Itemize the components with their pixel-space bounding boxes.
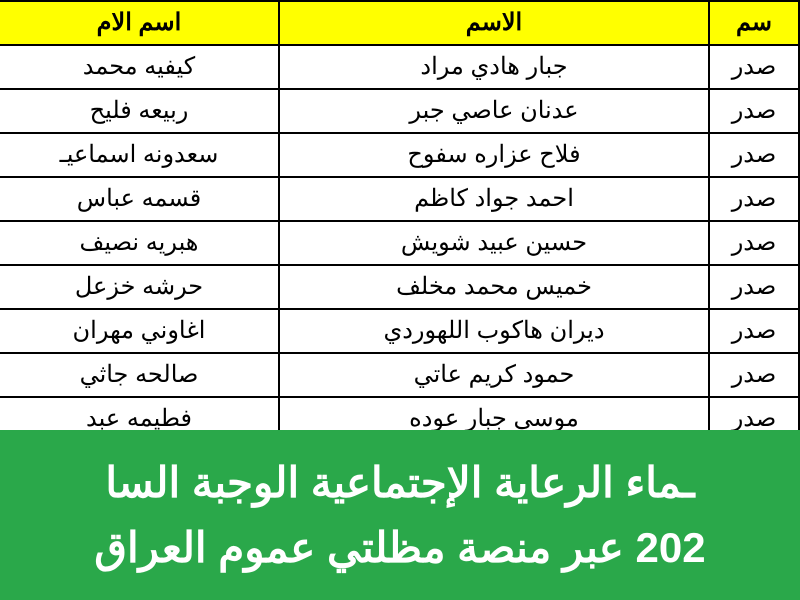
table-row: صدرفلاح عزاره سفوحسعدونه اسماعيـ: [0, 133, 799, 177]
cell-mother: حرشه خزعل: [0, 265, 279, 309]
cell-mother: اغاوني مهران: [0, 309, 279, 353]
cell-district: صدر: [709, 265, 799, 309]
cell-mother: صالحه جاثي: [0, 353, 279, 397]
cell-district: صدر: [709, 221, 799, 265]
headline-banner: ـماء الرعاية الإجتماعية الوجبة السا 202 …: [0, 430, 800, 600]
table-row: صدرجبار هادي مرادكيفيه محمد: [0, 45, 799, 89]
cell-name: حسين عبيد شويش: [279, 221, 709, 265]
cell-district: صدر: [709, 309, 799, 353]
col-mother: اسم الام: [0, 1, 279, 45]
cell-district: صدر: [709, 89, 799, 133]
table-header-row: سم الاسم اسم الام: [0, 1, 799, 45]
table-row: صدرخميس محمد مخلفحرشه خزعل: [0, 265, 799, 309]
cell-mother: هبريه نصيف: [0, 221, 279, 265]
cell-name: حمود كريم عاتي: [279, 353, 709, 397]
table-row: صدرحسين عبيد شويشهبريه نصيف: [0, 221, 799, 265]
cell-mother: سعدونه اسماعيـ: [0, 133, 279, 177]
cell-district: صدر: [709, 133, 799, 177]
cell-district: صدر: [709, 45, 799, 89]
cell-name: عدنان عاصي جبر: [279, 89, 709, 133]
cell-mother: قسمه عباس: [0, 177, 279, 221]
cell-mother: كيفيه محمد: [0, 45, 279, 89]
table-row: صدرديران هاكوب اللهوردياغاوني مهران: [0, 309, 799, 353]
table-row: صدرعدنان عاصي جبرربيعه فليح: [0, 89, 799, 133]
cell-name: فلاح عزاره سفوح: [279, 133, 709, 177]
table-row: صدراحمد جواد كاظمقسمه عباس: [0, 177, 799, 221]
table-row: صدرحمود كريم عاتيصالحه جاثي: [0, 353, 799, 397]
headline-line-2: 202 عبر منصة مظلتي عموم العراق: [94, 515, 705, 580]
cell-name: ديران هاكوب اللهوردي: [279, 309, 709, 353]
beneficiaries-table: سم الاسم اسم الام صدرجبار هادي مرادكيفيه…: [0, 0, 800, 442]
cell-district: صدر: [709, 353, 799, 397]
cell-name: احمد جواد كاظم: [279, 177, 709, 221]
col-name: الاسم: [279, 1, 709, 45]
cell-name: جبار هادي مراد: [279, 45, 709, 89]
cell-district: صدر: [709, 177, 799, 221]
col-district: سم: [709, 1, 799, 45]
cell-name: خميس محمد مخلف: [279, 265, 709, 309]
headline-line-1: ـماء الرعاية الإجتماعية الوجبة السا: [105, 450, 694, 515]
cell-mother: ربيعه فليح: [0, 89, 279, 133]
